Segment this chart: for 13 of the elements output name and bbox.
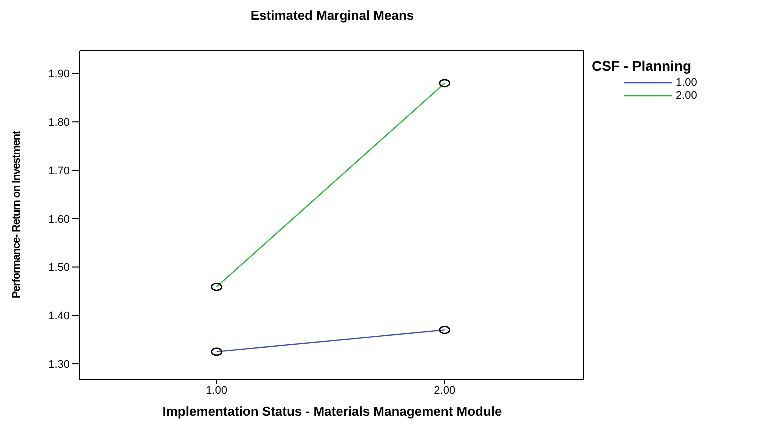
y-tick-label: 1.80 — [48, 117, 70, 130]
chart-title: Estimated Marginal Means — [250, 8, 416, 23]
y-tick-label: 1.30 — [48, 358, 70, 371]
y-tick-label: 1.70 — [48, 165, 70, 178]
y-tick-label: 1.90 — [48, 68, 70, 81]
y-tick-label: 1.60 — [48, 214, 70, 226]
legend-label: 2.00 — [676, 90, 698, 102]
y-tick-label: 1.50 — [48, 262, 70, 274]
y-tick-label: 1.40 — [48, 310, 70, 323]
x-axis-title: Implementation Status - Materials Management Module — [162, 404, 504, 419]
legend-label: 1.00 — [676, 76, 698, 88]
legend-title: CSF - Planning — [592, 58, 693, 74]
y-axis-title: Performance- Return on Investment — [11, 131, 23, 299]
